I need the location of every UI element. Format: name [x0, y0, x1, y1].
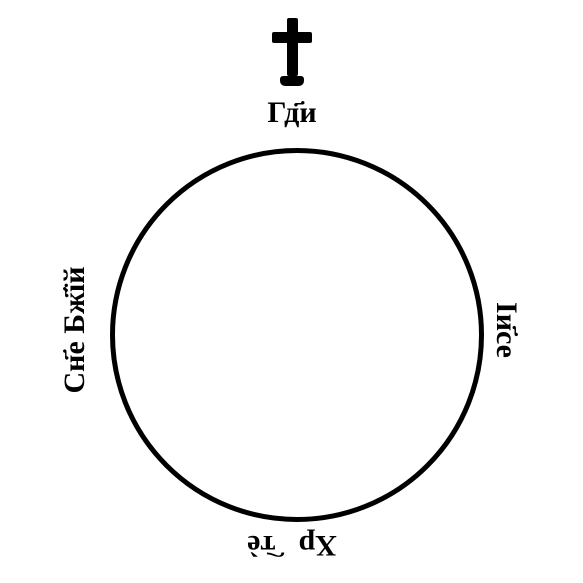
prayer-circle-diagram: Гд҃и Іи҃се Хрⷭ҇тѐ Сн҃е Бж҃їй [0, 0, 583, 583]
label-right: Іи҃се [491, 302, 521, 358]
cross-base [280, 76, 304, 86]
main-circle [110, 148, 484, 522]
cross-horizontal [272, 32, 312, 43]
cross-vertical [287, 18, 298, 76]
label-top: Гд҃и [267, 98, 316, 128]
label-left: Сн҃е Бж҃їй [60, 267, 90, 394]
label-bottom: Хрⷭ҇тѐ [247, 530, 337, 560]
cross-icon [272, 18, 312, 86]
